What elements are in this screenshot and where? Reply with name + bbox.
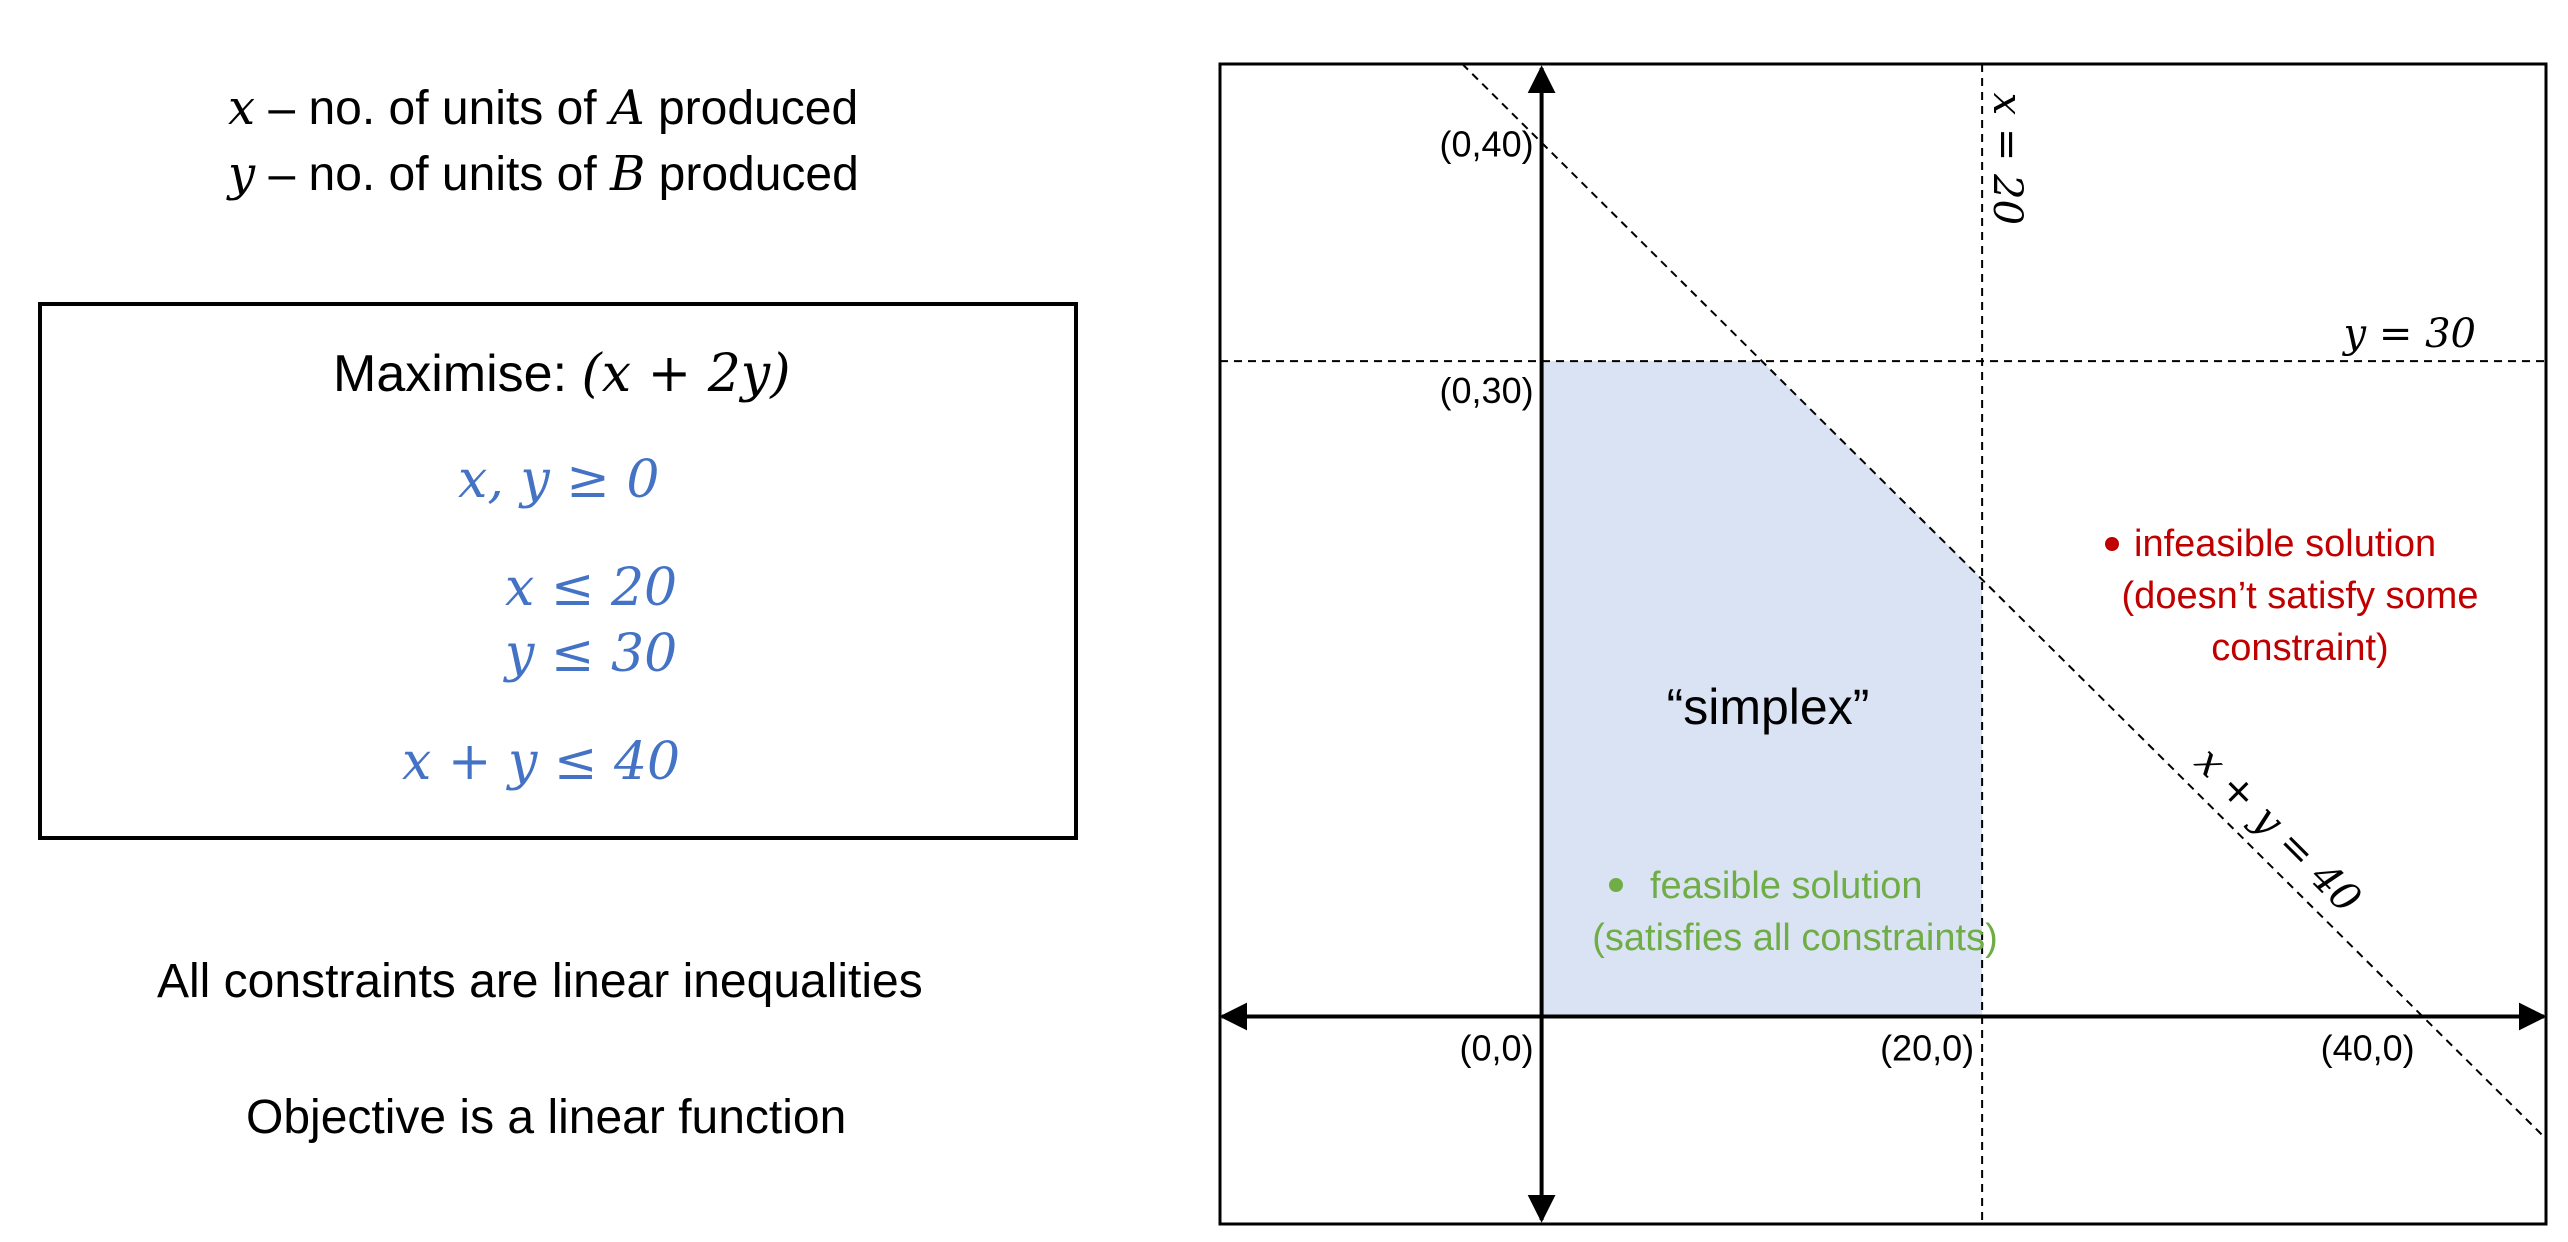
x-definition: x – no. of units of A produced (228, 80, 858, 136)
point-label-0-40: (0,40) (1440, 124, 1534, 165)
statement-linear-constraints: All constraints are linear inequalities (157, 955, 923, 1008)
x-desc-post: produced (644, 82, 859, 135)
constraint-y-bound: y ≤ 30 (505, 624, 678, 684)
label-y-equals-30: y = 30 (2342, 311, 2476, 357)
constraint-nonnegativity: x, y ≥ 0 (458, 450, 660, 510)
point-label-40-0: (40,0) (2321, 1027, 2415, 1068)
infeasible-label: infeasible solution (2134, 523, 2436, 565)
feasible-point-marker (1609, 878, 1623, 892)
statement-linear-objective: Objective is a linear function (246, 1091, 847, 1144)
infeasible-note-line1: (doesn’t satisfy some (2122, 575, 2479, 617)
infeasible-note-line2: constraint) (2211, 627, 2388, 669)
plot-frame (1218, 62, 2548, 1226)
y-variable: y (228, 146, 256, 202)
objective-expression: (x + 2y) (581, 344, 791, 404)
infeasible-point-marker (2105, 537, 2119, 551)
x-desc-pre: – no. of units of (255, 82, 610, 135)
feasible-note: (satisfies all constraints) (1592, 917, 1997, 959)
simplex-label: “simplex” (1667, 679, 1870, 735)
point-label-20-0: (20,0) (1880, 1027, 1974, 1068)
y-definition: y – no. of units of B produced (228, 146, 859, 202)
label-x-equals-20: x = 20 (1984, 93, 2030, 225)
y-product: B (610, 146, 646, 202)
x-product: A (609, 80, 645, 136)
point-label-origin: (0,0) (1460, 1027, 1534, 1068)
objective: Maximise: (x + 2y) (333, 344, 790, 404)
y-desc-pre: – no. of units of (255, 148, 611, 201)
x-variable: x (228, 80, 256, 136)
objective-label: Maximise: (333, 345, 582, 403)
constraint-sum-bound: x + y ≤ 40 (402, 732, 681, 792)
feasible-region (1541, 361, 1983, 1017)
problem-box (38, 302, 1078, 840)
constraint-x-bound: x ≤ 20 (505, 558, 678, 618)
feasible-label: feasible solution (1650, 865, 1923, 907)
y-desc-post: produced (645, 148, 859, 201)
point-label-0-30: (0,30) (1440, 370, 1534, 411)
label-x-plus-y-equals-40: x + y = 40 (2186, 738, 2370, 922)
constraint-line-sum-40 (1461, 63, 2547, 1140)
